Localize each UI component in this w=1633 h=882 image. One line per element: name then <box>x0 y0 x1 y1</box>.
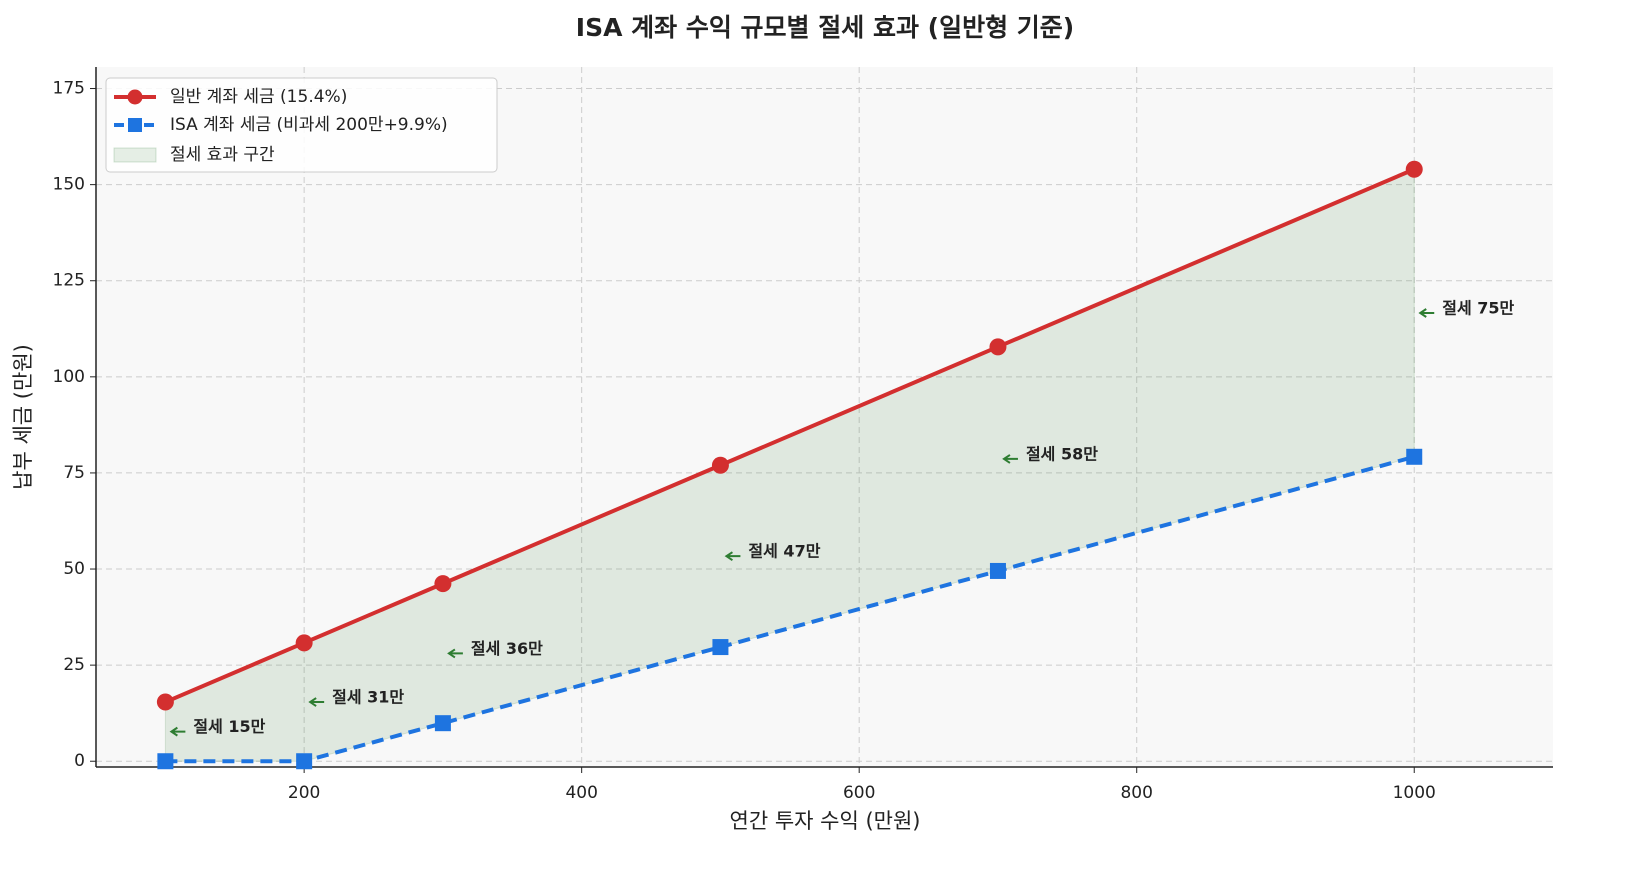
series-line <box>164 167 1416 704</box>
marker <box>712 639 729 656</box>
annotation-arrow <box>724 551 741 561</box>
annotation-arrow <box>447 648 463 659</box>
marker <box>1405 160 1423 178</box>
annotation-arrow <box>1002 454 1018 464</box>
marker <box>156 693 174 711</box>
annotation: 절세 58만 <box>1026 444 1098 463</box>
plot-area <box>96 67 1553 767</box>
x-tick-label: 400 <box>565 783 597 803</box>
y-axis-label: 납부 세금 (만원) <box>11 344 35 490</box>
marker <box>434 575 452 593</box>
x-tick-label: 800 <box>1120 783 1152 803</box>
annotation-arrow <box>308 697 325 707</box>
annotation: 절세 75만 <box>1442 299 1514 318</box>
y-tick-label: 150 <box>53 175 85 195</box>
marker <box>157 753 174 770</box>
legend-label: 일반 계좌 세금 (15.4%) <box>170 87 347 107</box>
annotation-arrow <box>169 726 186 737</box>
x-tick-label: 600 <box>843 783 875 803</box>
marker <box>989 338 1007 356</box>
y-tick-label: 0 <box>74 751 85 771</box>
legend-label: ISA 계좌 세금 (비과세 200만+9.9%) <box>170 115 448 135</box>
legend-box <box>105 77 498 173</box>
marker <box>434 715 451 732</box>
y-tick-label: 100 <box>53 367 85 387</box>
annotation: 절세 47만 <box>748 542 820 561</box>
x-tick-label: 200 <box>288 783 320 803</box>
series-line <box>165 454 1415 764</box>
marker <box>296 753 313 770</box>
y-tick-label: 125 <box>53 271 85 291</box>
y-tick-label: 50 <box>63 559 85 579</box>
annotation: 절세 15만 <box>193 717 265 736</box>
marker <box>1406 448 1423 465</box>
marker <box>989 562 1006 579</box>
chart-title: ISA 계좌 수익 규모별 절세 효과 (일반형 기준) <box>576 13 1074 42</box>
legend-marker <box>127 89 143 105</box>
y-tick-label: 75 <box>63 463 85 483</box>
legend-marker <box>128 118 142 132</box>
legend: 일반 계좌 세금 (15.4%) ISA 계좌 세금 (비과세 200만+9.9%… <box>105 77 498 173</box>
x-tick-label: 1000 <box>1393 783 1436 803</box>
y-tick-label: 175 <box>53 79 85 99</box>
annotation: 절세 31만 <box>332 688 404 707</box>
annotation: 절세 36만 <box>471 639 543 658</box>
legend-label: 절세 효과 구간 <box>170 145 275 165</box>
y-tick-label: 25 <box>63 655 85 675</box>
marker <box>295 634 313 652</box>
marker <box>711 456 729 474</box>
legend-swatch <box>113 147 157 163</box>
x-axis-label: 연간 투자 수익 (만원) <box>730 809 921 833</box>
annotation-arrow <box>1418 308 1435 318</box>
